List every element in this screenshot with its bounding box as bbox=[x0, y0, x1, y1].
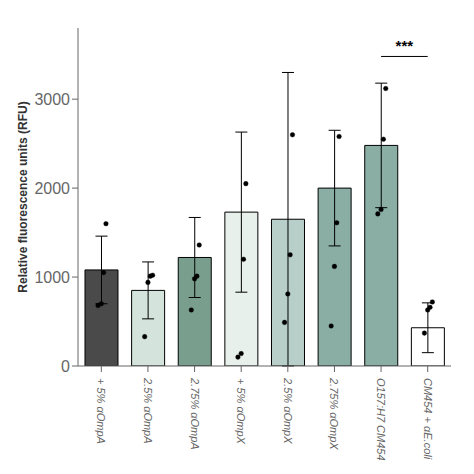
svg-text:2.75% αOmpX: 2.75% αOmpX bbox=[328, 377, 340, 450]
svg-text:2000: 2000 bbox=[34, 180, 70, 197]
svg-text:2.75% αOmpA: 2.75% αOmpA bbox=[189, 377, 201, 450]
svg-text:Relative fluorescence units (R: Relative fluorescence units (RFU) bbox=[16, 101, 30, 292]
svg-text:+ 5% αOmpA: + 5% αOmpA bbox=[95, 378, 107, 444]
svg-text:CM454 + αE.coli: CM454 + αE.coli bbox=[422, 378, 434, 460]
svg-text:1000: 1000 bbox=[34, 269, 70, 286]
svg-text:2.5% αOmpX: 2.5% αOmpX bbox=[282, 377, 294, 444]
svg-text:2.5% αOmpA: 2.5% αOmpA bbox=[142, 377, 154, 444]
svg-text:***: *** bbox=[396, 37, 414, 54]
svg-text:0: 0 bbox=[61, 358, 70, 375]
svg-text:O157:H7 CM454: O157:H7 CM454 bbox=[375, 378, 387, 461]
svg-text:+ 5% αOmpX: + 5% αOmpX bbox=[235, 378, 247, 445]
svg-text:3000: 3000 bbox=[34, 91, 70, 108]
